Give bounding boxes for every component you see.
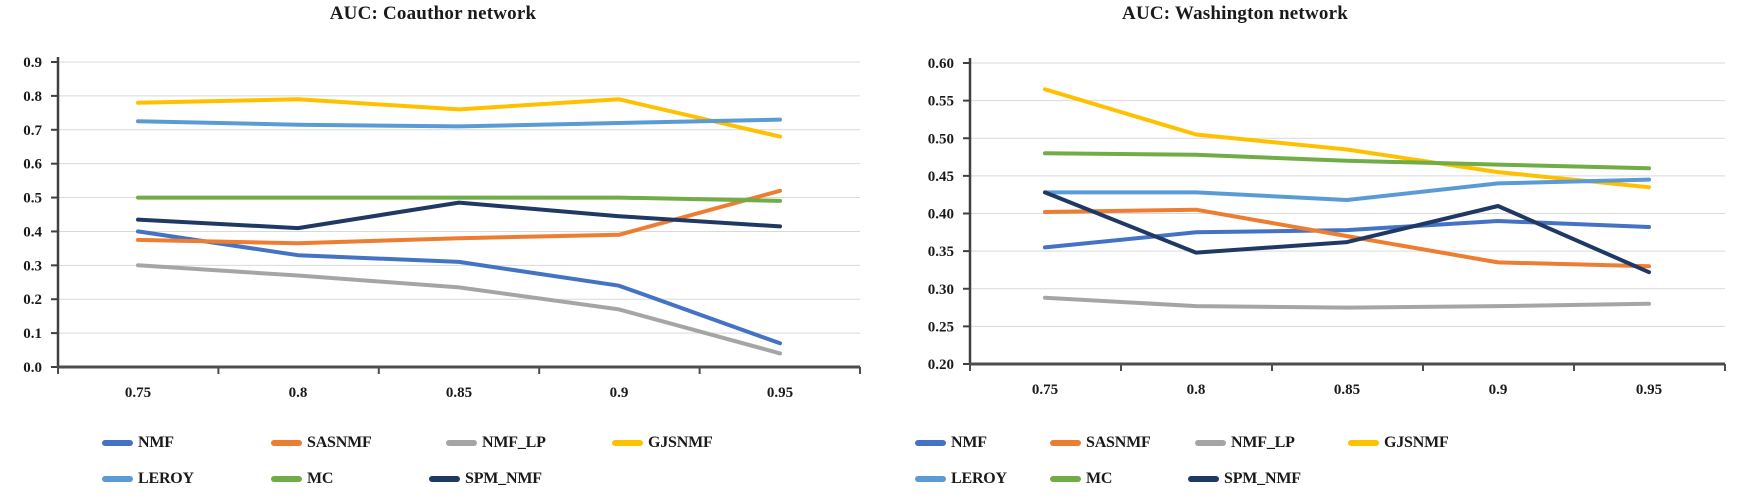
x-tick-label: 0.95 — [1636, 382, 1662, 398]
y-tick-label: 0.3 — [23, 258, 42, 274]
legend-label: LEROY — [138, 470, 194, 487]
y-tick-label: 0.45 — [928, 169, 954, 185]
legend-label: NMF — [138, 434, 174, 451]
x-tick-label: 0.8 — [1187, 382, 1206, 398]
legend-item-leroy: LEROY — [915, 470, 1007, 488]
chart-panel-coauthor: AUC: Coauthor network 0.9 0.8 0.7 0.6 0.5 0.4… — [23, 3, 861, 488]
legend-label: SASNMF — [307, 434, 372, 451]
y-tick-label: 0.1 — [23, 326, 42, 342]
y-tick-label: 0.60 — [928, 56, 954, 72]
legend-swatch-sasnmf — [1050, 440, 1081, 446]
legend-swatch-leroy — [102, 476, 133, 482]
series-line-nmf — [1043, 219, 1651, 250]
legend-item-nmf-lp: NMF_LP — [1195, 434, 1295, 452]
legend-item-spm-nmf: SPM_NMF — [1188, 470, 1301, 488]
legend-item-mc: MC — [1050, 470, 1112, 488]
legend-label: SASNMF — [1086, 434, 1151, 451]
legend-item-nmf: NMF — [915, 434, 987, 452]
legend-label: NMF_LP — [1231, 434, 1295, 451]
series-line-gjsnmf — [136, 97, 782, 139]
series-line-sasnmf — [1043, 207, 1651, 269]
y-tick-label: 0.20 — [928, 357, 954, 373]
legend-label: MC — [307, 470, 334, 487]
legend-item-sasnmf: SASNMF — [271, 434, 372, 452]
x-tick-label: 0.85 — [1334, 382, 1360, 398]
series-line-nmf — [136, 229, 782, 346]
legend-item-leroy: LEROY — [102, 470, 194, 488]
legend-item-nmf-lp: NMF_LP — [446, 434, 546, 452]
legend-label: GJSNMF — [648, 434, 713, 451]
legend-swatch-leroy — [915, 476, 946, 482]
line-chart-washington: 0.60 0.55 0.50 0.45 0.40 0.35 0.30 0.25 0.20 0.75… — [928, 56, 1726, 398]
legend-swatch-spm-nmf — [1188, 476, 1219, 482]
legend-swatch-nmf-lp — [1195, 440, 1226, 446]
x-tick-label: 0.8 — [289, 385, 308, 401]
legend-label: GJSNMF — [1384, 434, 1449, 451]
legend-item-spm-nmf: SPM_NMF — [429, 470, 542, 488]
x-tick-label: 0.85 — [446, 385, 472, 401]
legend-swatch-spm-nmf — [429, 476, 460, 482]
x-tick-label: 0.9 — [610, 385, 629, 401]
legend-label: LEROY — [951, 470, 1007, 487]
series-line-leroy — [1043, 177, 1651, 202]
legend-label: SPM_NMF — [465, 470, 542, 487]
chart-panel-washington: AUC: Washington network 0.60 0.55 0.50 0.45… — [875, 0, 1750, 502]
y-tick-label: 0.55 — [928, 94, 954, 110]
x-tick-label: 0.95 — [767, 385, 793, 401]
y-tick-label: 0.5 — [23, 191, 42, 207]
legend-swatch-nmf — [102, 440, 133, 446]
legend-item-gjsnmf: GJSNMF — [1348, 434, 1449, 452]
legend-label: SPM_NMF — [1224, 470, 1301, 487]
x-tick-label: 0.75 — [1032, 382, 1058, 398]
y-tick-label: 0.40 — [928, 207, 954, 223]
legend-item-gjsnmf: GJSNMF — [612, 434, 713, 452]
series-line-leroy — [136, 117, 782, 129]
legend-swatch-nmf-lp — [446, 440, 477, 446]
series-line-mc — [1043, 151, 1651, 171]
y-tick-label: 0.25 — [928, 319, 954, 335]
y-tick-label: 0.9 — [23, 55, 42, 71]
x-tick-label: 0.75 — [125, 385, 151, 401]
y-tick-label: 0.35 — [928, 244, 954, 260]
legend-item-mc: MC — [271, 470, 333, 488]
legend-label: NMF — [951, 434, 987, 451]
legend-item-nmf: NMF — [102, 434, 174, 452]
y-tick-label: 0.6 — [23, 157, 42, 173]
y-tick-label: 0.7 — [23, 123, 42, 139]
y-tick-label: 0.0 — [23, 360, 42, 376]
line-chart-coauthor: 0.9 0.8 0.7 0.6 0.5 0.4 0.3 0.2 0.1 0.0 0.75 0.8 0.8… — [23, 55, 861, 401]
y-tick-label: 0.2 — [23, 292, 42, 308]
legend-label: MC — [1086, 470, 1113, 487]
series-line-gjsnmf — [1043, 87, 1651, 190]
series-line-mc — [136, 195, 782, 203]
legend-swatch-mc — [1050, 476, 1081, 482]
legend-swatch-gjsnmf — [612, 440, 643, 446]
series-line-spm-nmf — [1043, 190, 1651, 275]
series-line-nmf-lp — [1043, 295, 1651, 310]
y-tick-label: 0.8 — [23, 89, 42, 105]
y-tick-label: 0.50 — [928, 131, 954, 147]
legend-swatch-mc — [271, 476, 302, 482]
x-tick-label: 0.9 — [1489, 382, 1508, 398]
y-tick-label: 0.30 — [928, 282, 954, 298]
series-line-nmf-lp — [136, 263, 782, 356]
legend-item-sasnmf: SASNMF — [1050, 434, 1151, 452]
legend-swatch-gjsnmf — [1348, 440, 1379, 446]
chart-title-coauthor: AUC: Coauthor network — [329, 3, 537, 24]
series-line-spm-nmf — [136, 200, 782, 231]
legend-swatch-nmf — [915, 440, 946, 446]
legend-swatch-sasnmf — [271, 440, 302, 446]
y-tick-label: 0.4 — [23, 224, 42, 240]
legend-label: NMF_LP — [482, 434, 546, 451]
chart-title-washington: AUC: Washington network — [1122, 3, 1348, 24]
